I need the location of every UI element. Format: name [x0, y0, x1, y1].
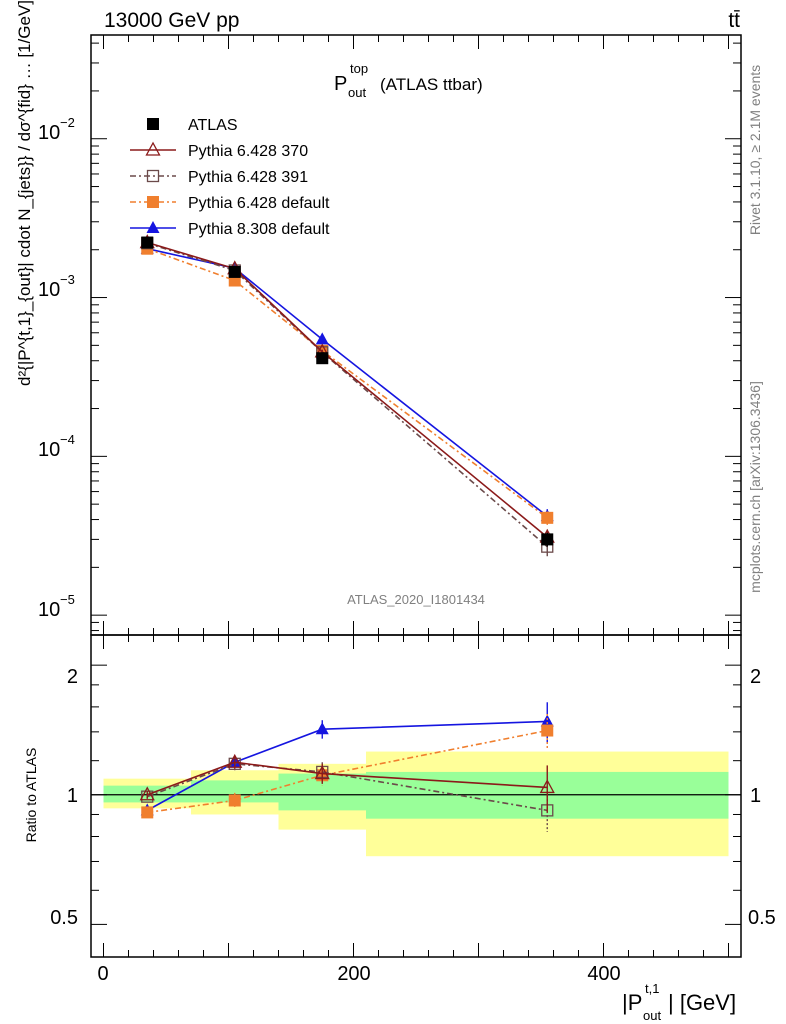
x-tick-label-400: 400 [587, 963, 620, 985]
ratio-line [146, 720, 548, 812]
main-series-group [139, 234, 555, 557]
y-tick-exp-1e-5: −5 [60, 592, 75, 607]
ratio-point [228, 794, 241, 807]
analysis-id: ATLAS_2020_I1801434 [347, 592, 485, 607]
series-line [147, 242, 548, 548]
ratio-plot-frame [90, 634, 742, 958]
y-tick-exp-1e-3: −3 [60, 272, 75, 287]
y-tick-exp-1e-4: −4 [60, 432, 75, 447]
ratio-y-tick-labels: 2 1 0.5 2 1 0.5 [50, 666, 776, 929]
plot-title-sup: top [350, 61, 368, 76]
series-line [146, 247, 548, 519]
legend-label: Pythia 6.428 default [188, 195, 330, 212]
x-axis-label: |P t,1 out | [GeV] [622, 981, 736, 1023]
legend-label: Pythia 6.428 391 [188, 169, 308, 186]
ratio-line [146, 761, 548, 796]
plot-title-sub: out [348, 85, 366, 100]
legend-item-atlas: ATLAS [147, 117, 238, 134]
plot-title-main: P [334, 73, 347, 95]
data-point [316, 352, 329, 365]
legend-item-pythia-6-428-370: Pythia 6.428 370 [130, 141, 308, 160]
ratio-point [227, 753, 243, 768]
y-tick-label-1e-5: 10 [38, 599, 60, 621]
y-tick-exp-1e-2: −2 [60, 115, 75, 130]
series-line [147, 241, 548, 538]
series-line [147, 247, 548, 517]
ratio-point [139, 786, 155, 801]
main-y-axis-label: d²{|P^{t,1}_{out}| cdot N_{jets}} / dσ^{… [15, 0, 34, 386]
ratio-line [147, 729, 548, 814]
ratio-tick-label-1-left: 1 [67, 785, 78, 807]
legend: ATLAS Pythia 6.428 370 Pythia 6.428 391 Pyt… [130, 117, 330, 238]
legend-label: ATLAS [188, 117, 238, 134]
ratio-tick-label-1-right: 1 [750, 785, 761, 807]
ratio-line [146, 763, 548, 812]
ratio-point [314, 765, 330, 780]
data-point [315, 332, 329, 345]
ratio-point [540, 714, 554, 727]
ratio-point [315, 722, 329, 735]
legend-marker [145, 141, 161, 156]
legend-marker [146, 221, 160, 233]
x-label-sup: t,1 [645, 981, 659, 996]
ratio-tick-label-2-right: 2 [750, 666, 761, 688]
data-point [141, 236, 154, 249]
axis-ticks [91, 35, 741, 957]
x-label-sub: out [643, 1008, 661, 1023]
x-tick-label-0: 0 [97, 963, 108, 985]
y-tick-label-1e-4: 10 [38, 439, 60, 461]
plot-title: P top out (ATLAS ttbar) [334, 61, 483, 100]
main-y-tick-labels: 10 −2 10 −3 10 −4 10 −5 [38, 115, 75, 621]
data-point [228, 265, 241, 278]
ratio-series-pythia-6-428-370 [139, 753, 555, 813]
x-label-suffix: | [GeV] [668, 990, 736, 1015]
ratio-point [541, 724, 554, 737]
y-tick-label-1e-2: 10 [38, 122, 60, 144]
ratio-point [539, 779, 555, 794]
legend-label: Pythia 8.308 default [188, 221, 330, 238]
process-label: tt̄ [728, 9, 740, 32]
legend-marker [147, 196, 159, 208]
ratio-band-inner [191, 780, 279, 803]
mcplots-label: mcplots.cern.ch [arXiv:1306.3436] [747, 381, 763, 593]
energy-label: 13000 GeV pp [104, 9, 239, 32]
ratio-tick-label-2-left: 2 [67, 666, 78, 688]
legend-item-pythia-6-428-391: Pythia 6.428 391 [130, 169, 308, 186]
legend-item-pythia-8-308-default: Pythia 8.308 default [130, 221, 330, 238]
ratio-y-axis-label: Ratio to ATLAS [23, 748, 39, 843]
ratio-tick-label-05-left: 0.5 [50, 907, 78, 929]
data-point [541, 511, 554, 524]
legend-item-pythia-6-428-default: Pythia 6.428 default [130, 195, 330, 212]
legend-label: Pythia 6.428 370 [188, 143, 308, 160]
x-label-main: |P [622, 990, 642, 1015]
series-atlas [141, 236, 554, 547]
plot-title-suffix: (ATLAS ttbar) [380, 75, 483, 94]
ratio-tick-label-05-right: 0.5 [748, 907, 776, 929]
ratio-point [141, 806, 154, 819]
rivet-label: Rivet 3.1.10, ≥ 2.1M events [747, 65, 763, 235]
legend-marker [146, 169, 160, 183]
legend-marker [147, 118, 159, 130]
data-point [541, 533, 554, 546]
y-tick-label-1e-3: 10 [38, 279, 60, 301]
ratio-series-group [139, 702, 555, 832]
x-tick-label-200: 200 [337, 963, 370, 985]
